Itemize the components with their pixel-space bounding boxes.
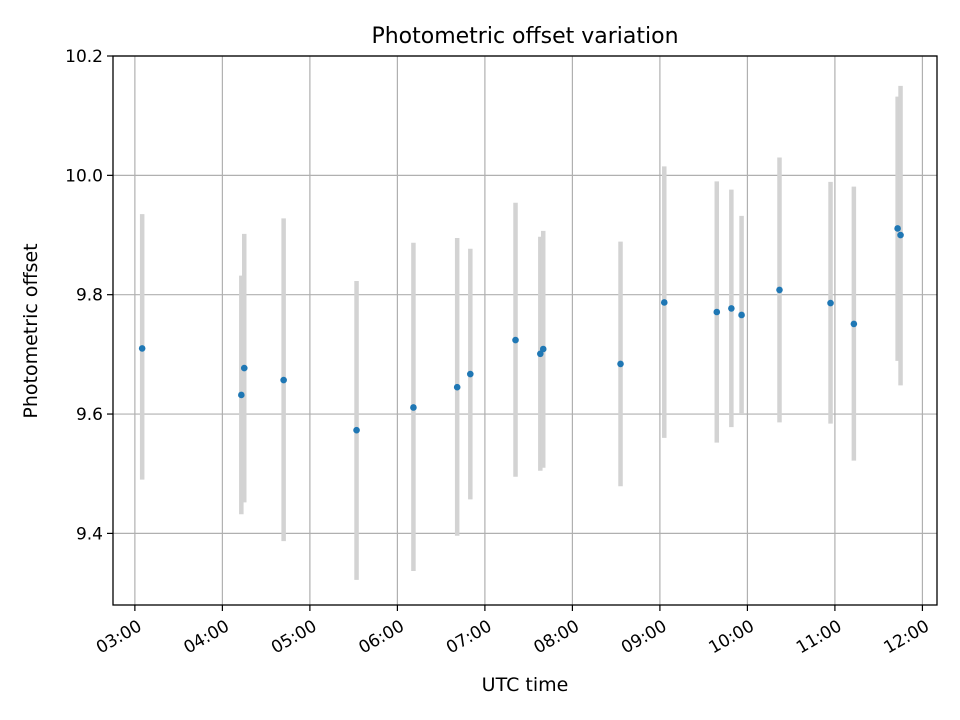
data-point xyxy=(410,404,417,411)
data-point xyxy=(353,426,360,434)
x-axis-label: UTC time xyxy=(482,674,569,696)
data-points xyxy=(138,225,904,434)
data-point xyxy=(138,345,146,352)
y-tick-label: 10.0 xyxy=(65,166,103,186)
y-tick-label: 9.4 xyxy=(76,524,103,544)
data-point xyxy=(776,286,783,294)
data-point xyxy=(238,391,245,399)
data-point xyxy=(453,383,461,391)
data-point xyxy=(660,299,668,306)
chart-title: Photometric offset variation xyxy=(371,24,678,49)
y-tick-label: 9.6 xyxy=(76,405,103,425)
data-point xyxy=(827,299,834,307)
data-point xyxy=(738,311,745,319)
data-point xyxy=(539,345,547,353)
data-point xyxy=(537,350,544,358)
data-point xyxy=(713,308,721,316)
data-point xyxy=(897,231,904,239)
data-point xyxy=(894,225,901,232)
plot-frame xyxy=(112,55,938,606)
data-point xyxy=(240,364,248,372)
data-point xyxy=(850,320,858,328)
y-axis-label: Photometric offset xyxy=(20,243,42,418)
data-point xyxy=(467,370,474,378)
data-point xyxy=(617,360,624,368)
y-tick-label: 10.2 xyxy=(65,47,103,67)
data-point xyxy=(728,305,735,312)
data-point xyxy=(512,336,519,344)
y-tick-label: 9.8 xyxy=(76,286,103,306)
data-point xyxy=(280,376,287,384)
